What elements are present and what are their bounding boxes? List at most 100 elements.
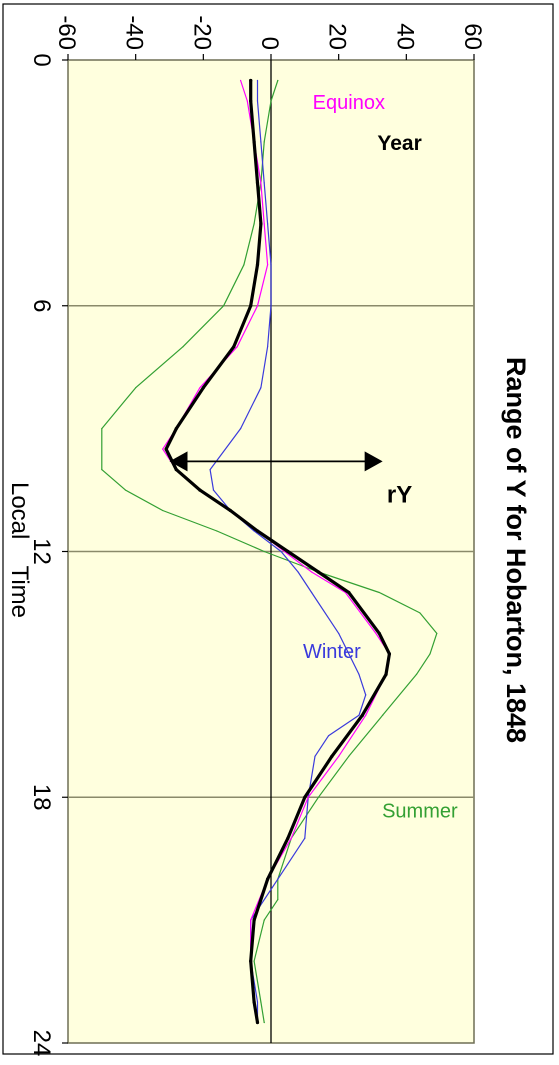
series-label-summer: Summer: [382, 801, 458, 823]
data-point-summer: [135, 387, 137, 389]
x-tick-label: 0: [28, 53, 55, 66]
data-point-year: [252, 918, 256, 922]
data-point-year: [252, 1000, 256, 1004]
data-point-year: [384, 672, 388, 676]
data-point-equinox: [311, 571, 313, 573]
data-point-year: [249, 78, 253, 83]
data-point-equinox: [239, 79, 242, 82]
y-tick-label: -40: [121, 15, 148, 50]
data-point-winter: [280, 550, 282, 553]
data-point-winter: [338, 632, 340, 635]
data-point-summer: [253, 223, 255, 225]
data-point-summer: [382, 714, 384, 716]
data-point-summer: [101, 468, 103, 471]
data-point-summer: [270, 100, 272, 102]
data-point-summer: [223, 305, 225, 307]
y-tick-label: -60: [53, 15, 80, 50]
data-point-summer: [263, 919, 265, 921]
data-point-year: [316, 570, 320, 574]
data-point-equinox: [162, 448, 164, 450]
data-point-summer: [348, 755, 350, 757]
data-point-winter: [297, 571, 299, 573]
data-point-summer: [124, 489, 127, 491]
data-point-summer: [419, 612, 421, 614]
data-point-summer: [101, 428, 103, 430]
data-point-winter: [260, 141, 262, 143]
data-point-year: [228, 508, 232, 513]
data-point-year: [347, 590, 351, 595]
data-point-year: [377, 631, 381, 636]
data-point-year: [255, 1020, 260, 1025]
data-point-winter: [212, 489, 215, 491]
series-line-winter: [209, 79, 367, 1024]
data-point-year: [255, 263, 260, 267]
data-point-winter: [256, 100, 259, 102]
data-point-year: [249, 959, 253, 963]
data-point-equinox: [263, 223, 265, 225]
data-point-summer: [415, 673, 418, 675]
data-point-year: [330, 754, 334, 758]
data-point-year: [286, 549, 290, 554]
series-label-year: Year: [377, 132, 421, 155]
data-point-summer: [263, 1021, 265, 1024]
data-point-winter: [270, 264, 272, 266]
x-tick-label: 18: [28, 784, 55, 811]
data-point-year: [249, 99, 253, 103]
data-point-winter: [239, 428, 242, 430]
data-point-year: [174, 467, 178, 472]
data-point-winter: [263, 182, 265, 184]
data-point-winter: [365, 694, 367, 696]
series-label-winter: Winter: [303, 641, 361, 663]
y-tick-label: 0: [256, 37, 283, 50]
data-point-winter: [270, 305, 272, 307]
data-point-winter: [277, 878, 279, 880]
x-tick-label: 24: [28, 1030, 55, 1057]
data-point-equinox: [256, 305, 259, 307]
data-point-equinox: [267, 264, 269, 266]
data-point-year: [303, 795, 307, 799]
data-point-summer: [182, 346, 184, 348]
y-tick-label: -20: [188, 15, 215, 50]
data-point-equinox: [290, 837, 292, 839]
data-point-summer: [378, 591, 380, 594]
y-tick-label: 60: [459, 23, 486, 50]
data-point-winter: [314, 755, 316, 757]
data-point-year: [387, 652, 392, 656]
chart-title: Range of Y for Hobarton, 1848: [501, 357, 531, 743]
data-point-equinox: [307, 796, 309, 798]
x-axis-title: Local Time: [6, 482, 33, 618]
data-point-winter: [267, 223, 269, 225]
data-point-year: [266, 877, 270, 881]
data-point-year: [286, 836, 290, 840]
data-point-summer: [162, 509, 164, 512]
range-arrow-head-top: [364, 451, 383, 472]
data-point-equinox: [236, 346, 238, 348]
data-point-winter: [256, 79, 259, 82]
data-point-equinox: [250, 919, 252, 921]
data-point-summer: [436, 632, 438, 635]
data-point-summer: [253, 960, 255, 962]
data-point-year: [174, 427, 178, 431]
data-point-summer: [243, 264, 245, 266]
data-point-equinox: [375, 632, 377, 635]
data-point-year: [201, 386, 205, 390]
data-point-winter: [358, 673, 360, 675]
data-point-summer: [263, 550, 265, 553]
data-point-equinox: [246, 100, 248, 102]
data-point-winter: [311, 591, 313, 594]
data-point-winter: [327, 735, 330, 737]
data-point-equinox: [365, 714, 367, 716]
data-point-year: [255, 181, 260, 185]
data-point-year: [198, 488, 202, 492]
y-tick-label: 20: [324, 23, 351, 50]
x-tick-label: 12: [28, 538, 55, 565]
data-point-summer: [277, 79, 279, 82]
data-point-winter: [358, 714, 360, 716]
data-point-winter: [253, 530, 255, 532]
data-point-year: [252, 140, 256, 144]
data-point-year: [164, 447, 168, 451]
data-point-winter: [209, 468, 211, 471]
data-point-winter: [260, 387, 262, 389]
